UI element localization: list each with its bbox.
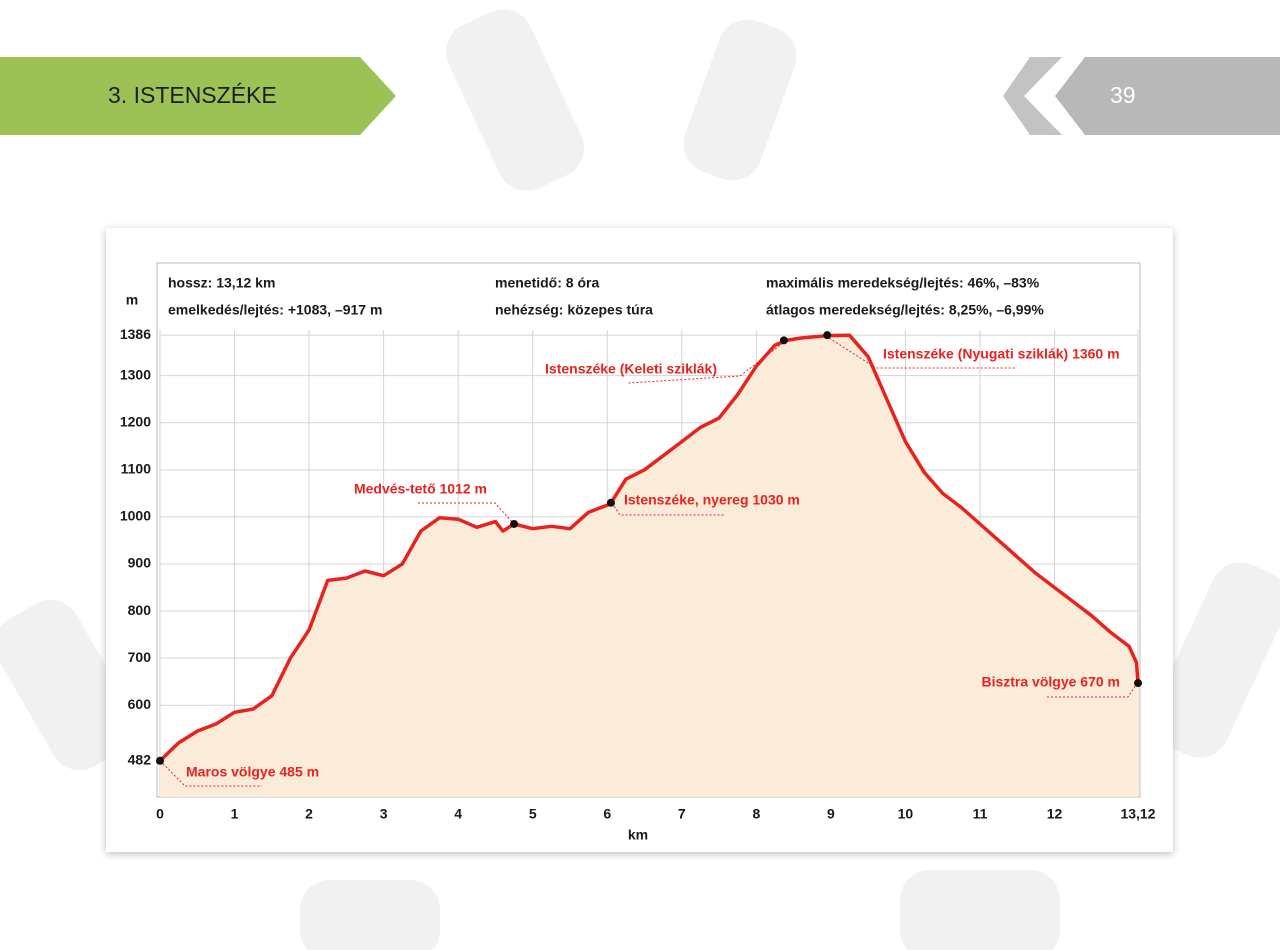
y-tick-label: 1000 [120,508,151,524]
leader-line [627,342,784,384]
point-marker [606,498,615,507]
y-tick-label: 800 [128,602,152,618]
y-tick-label: 1300 [120,366,151,382]
leader-line [611,502,725,516]
point-marker [823,331,832,340]
y-tick-label: 700 [128,649,152,665]
x-tick-label: 13,12 [1120,806,1155,822]
info-text: nehézség: közepes túra [495,302,653,318]
annotation: Medvés-tető 1012 m [354,481,487,497]
x-tick-label: 6 [603,806,611,822]
info-text: menetidő: 8 óra [495,275,599,291]
y-tick-label: 1200 [120,413,151,429]
x-tick-label: 10 [898,806,914,822]
y-tick-label: 600 [128,696,152,712]
x-tick-label: 8 [752,806,760,822]
y-tick-label: 1386 [120,326,151,342]
x-tick-label: 3 [380,806,388,822]
point-marker [156,756,164,765]
leader-line [418,502,514,524]
x-axis-label: km [628,827,648,843]
x-tick-label: 12 [1047,806,1063,822]
point-marker [510,519,519,528]
x-tick-label: 1 [231,806,239,822]
page-number-banner [1055,57,1280,135]
x-tick-label: 5 [529,806,537,822]
annotation: Maros völgye 485 m [186,764,319,780]
x-tick-label: 0 [156,806,164,822]
info-text: hossz: 13,12 km [168,275,275,291]
header-banner [0,57,396,135]
elevation-line [158,333,1140,763]
annotation: Bisztra völgye 670 m [981,674,1120,690]
info-text: emelkedés/lejtés: +1083, –917 m [168,302,382,318]
y-tick-label: 1100 [121,461,152,477]
annotation: Istenszéke, nyereg 1030 m [624,492,800,508]
y-tick-label: 900 [128,555,152,571]
x-tick-label: 4 [454,806,462,822]
leader-line [1047,682,1138,698]
point-marker [1134,679,1142,688]
y-tick-label: 482 [128,751,152,767]
info-text: átlagos meredekség/lejtés: 8,25%, –6,99% [766,302,1044,318]
x-tick-label: 2 [305,806,313,822]
annotation: Istenszéke (Nyugati sziklák) 1360 m [883,346,1120,362]
leader-line [825,335,1016,369]
x-tick-label: 11 [973,806,988,822]
header-title: 3. ISTENSZÉKE [108,82,277,108]
area-fill [160,335,1138,797]
point-marker [779,336,788,345]
x-tick-label: 9 [827,806,835,822]
y-axis-label: m [126,292,138,308]
chevron [1003,57,1062,135]
annotation: Istenszéke (Keleti sziklák) [545,361,717,377]
page-number: 39 [1110,82,1136,108]
x-tick-label: 7 [678,806,686,822]
info-text: maximális meredekség/lejtés: 46%, –83% [766,275,1040,291]
